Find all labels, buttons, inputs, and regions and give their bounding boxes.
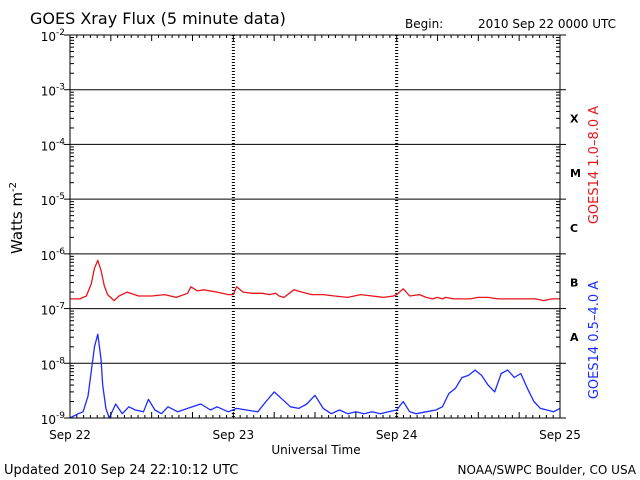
y-tick-label: 10-7 <box>41 302 65 318</box>
plot-frame <box>69 34 561 419</box>
begin-value: 2010 Sep 22 0000 UTC <box>478 17 616 31</box>
y-tick-label: 10-9 <box>41 411 66 427</box>
chart-title: GOES Xray Flux (5 minute data) <box>30 9 286 28</box>
flare-class-label: B <box>570 276 578 289</box>
y-axis-label-text: Watts m <box>8 192 26 254</box>
x-tick-label: Sep 25 <box>539 428 581 442</box>
flare-class-label: C <box>570 222 578 235</box>
y-tick-mantissa: 10 <box>41 304 56 318</box>
y-tick-label: 10-8 <box>41 356 66 372</box>
y-tick-exponent: -2 <box>56 28 65 38</box>
legend-short-channel: GOES14 0.5–4.0 A <box>587 281 602 399</box>
y-tick-label: 10-2 <box>41 28 65 44</box>
y-tick-mantissa: 10 <box>41 85 56 99</box>
series-line-long-channel <box>70 259 560 302</box>
y-tick-exponent: -3 <box>56 83 65 93</box>
y-axis-label-exponent: -2 <box>8 182 19 192</box>
y-tick-exponent: -5 <box>56 192 65 202</box>
y-tick-exponent: -6 <box>56 247 65 257</box>
y-tick-exponent: -7 <box>56 302 65 312</box>
y-tick-label: 10-5 <box>41 192 65 208</box>
x-tick-label: Sep 22 <box>49 428 91 442</box>
footer-credit: NOAA/SWPC Boulder, CO USA <box>458 463 637 477</box>
legend-long-channel: GOES14 1.0–8.0 A <box>587 106 602 224</box>
x-tick-label: Sep 24 <box>376 428 418 442</box>
y-tick-mantissa: 10 <box>41 30 56 44</box>
footer-updated: Updated 2010 Sep 24 22:10:12 UTC <box>4 463 238 478</box>
y-tick-mantissa: 10 <box>41 358 56 372</box>
series-line-short-channel <box>69 333 561 419</box>
flare-class-label: A <box>570 331 579 344</box>
y-tick-mantissa: 10 <box>41 194 56 208</box>
y-tick-mantissa: 10 <box>41 139 56 153</box>
y-axis-label: Watts m-2 <box>8 182 26 254</box>
x-tick-label: Sep 23 <box>212 428 254 442</box>
begin-label: Begin: <box>405 17 443 31</box>
chart-series <box>69 259 561 419</box>
y-tick-label: 10-3 <box>41 83 65 99</box>
y-tick-exponent: -9 <box>56 411 65 421</box>
y-tick-label: 10-4 <box>41 137 66 153</box>
y-tick-mantissa: 10 <box>41 249 56 263</box>
flare-class-label: X <box>570 112 579 125</box>
x-axis-label: Universal Time <box>271 443 360 457</box>
y-tick-exponent: -4 <box>56 137 65 147</box>
y-tick-label: 10-6 <box>41 247 66 263</box>
y-tick-mantissa: 10 <box>41 413 56 427</box>
y-tick-exponent: -8 <box>56 356 65 366</box>
flare-class-label: M <box>570 167 581 180</box>
chart-grid <box>70 35 560 418</box>
